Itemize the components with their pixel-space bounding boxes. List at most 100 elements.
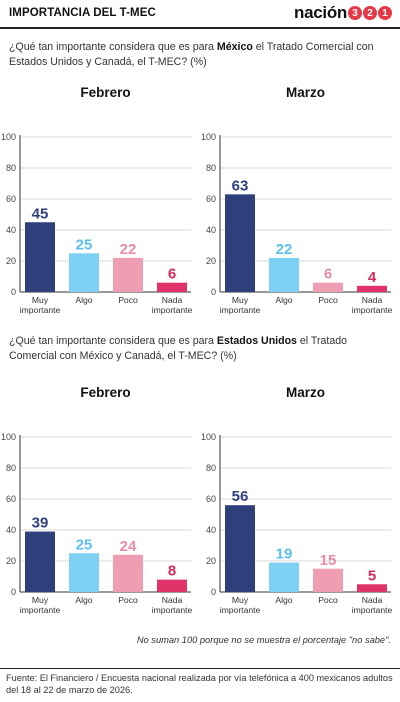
bar [25,531,55,592]
y-tick-label: 80 [206,463,216,473]
data-label: 15 [320,552,337,569]
category-label: Algo [275,295,292,305]
category-label: Poco [118,295,138,305]
y-tick-label: 60 [206,494,216,504]
bar [313,568,343,592]
category-label: Poco [318,595,338,605]
category-label: importante [352,305,393,315]
question-subject: México [216,41,253,53]
y-tick-label: 20 [6,256,16,266]
footer-divider [0,668,400,669]
data-label: 5 [368,567,376,584]
logo-digit-1: 3 [348,6,362,20]
y-tick-label: 60 [6,494,16,504]
data-label: 56 [232,488,249,505]
data-label: 25 [76,236,93,253]
data-label: 45 [32,205,49,222]
chart-usa-marzo: Marzo02040608010056Muyimportante19Algo15… [201,385,393,615]
category-label: importante [152,305,193,315]
y-tick-label: 40 [6,225,16,235]
category-label: Nada [162,295,183,305]
data-label: 24 [120,538,137,555]
category-label: importante [20,605,61,615]
bar [357,584,387,592]
data-label: 6 [168,266,176,283]
data-label: 8 [168,563,176,580]
question-subject: Estados Unidos [216,335,297,347]
chart-mexico-marzo: Marzo02040608010063Muyimportante22Algo6P… [201,85,393,315]
bar [225,505,255,592]
category-label: Algo [75,595,92,605]
logo-word: nación [294,3,347,22]
y-tick-label: 0 [211,287,216,297]
y-tick-label: 100 [201,132,216,142]
y-tick-label: 20 [6,556,16,566]
logo-digit-3: 1 [378,6,392,20]
page-title: IMPORTANCIA DEL T-MEC [9,7,156,19]
data-label: 39 [32,515,49,532]
chart-title: Febrero [80,385,130,400]
bar [25,222,55,292]
bar [269,562,299,592]
category-label: Algo [275,595,292,605]
data-label: 63 [232,177,249,194]
y-tick-label: 20 [206,556,216,566]
category-label: importante [152,605,193,615]
bar [69,253,99,292]
category-label: Poco [118,595,138,605]
data-label: 22 [276,241,293,258]
y-tick-label: 80 [6,463,16,473]
category-label: importante [220,305,261,315]
y-tick-label: 100 [1,432,16,442]
bar [113,554,143,592]
footnote: No suman 100 porque no se muestra el por… [136,635,391,645]
chart-title: Febrero [80,85,130,100]
y-tick-label: 20 [206,256,216,266]
y-tick-label: 0 [11,287,16,297]
bar [157,579,187,592]
bar [157,282,187,292]
y-tick-label: 60 [6,194,16,204]
category-label: Algo [75,295,92,305]
y-tick-label: 0 [211,587,216,597]
question-text: el Tratado Comercial con México y Canadá… [9,335,348,362]
question-usa: ¿Qué tan importante considera que es par… [9,334,393,364]
category-label: importante [220,605,261,615]
header-divider [0,27,400,29]
category-label: importante [20,305,61,315]
y-tick-label: 100 [201,432,216,442]
category-label: Poco [318,295,338,305]
chart-title: Marzo [286,85,325,100]
y-tick-label: 100 [1,132,16,142]
category-label: Nada [362,295,383,305]
category-label: Muy [32,295,49,305]
y-tick-label: 40 [206,225,216,235]
bar [357,285,387,292]
data-label: 25 [76,536,93,553]
category-label: Muy [232,295,249,305]
logo-digit-2: 2 [363,6,377,20]
brand-logo: nación 3 2 1 [294,3,392,23]
question-text: ¿Qué tan importante considera que es par… [9,335,217,347]
y-tick-label: 40 [206,525,216,535]
data-label: 22 [120,241,137,258]
category-label: Nada [162,595,183,605]
data-label: 6 [324,266,332,283]
chart-mexico-febrero: Febrero02040608010045Muyimportante25Algo… [1,85,193,315]
header: IMPORTANCIA DEL T-MEC nación 3 2 1 [0,0,400,27]
bar [269,257,299,292]
y-tick-label: 60 [206,194,216,204]
question-text: el Tratado Comercial con Estados Unidos … [9,41,374,68]
data-label: 19 [276,546,293,563]
category-label: importante [352,605,393,615]
source-note: Fuente: El Financiero / Encuesta naciona… [6,673,393,695]
bar [225,194,255,292]
bar [113,257,143,292]
y-tick-label: 0 [11,587,16,597]
y-tick-label: 80 [6,163,16,173]
question-text: ¿Qué tan importante considera que es par… [9,41,217,53]
y-tick-label: 40 [6,525,16,535]
bar [69,553,99,592]
chart-title: Marzo [286,385,325,400]
category-label: Muy [32,595,49,605]
